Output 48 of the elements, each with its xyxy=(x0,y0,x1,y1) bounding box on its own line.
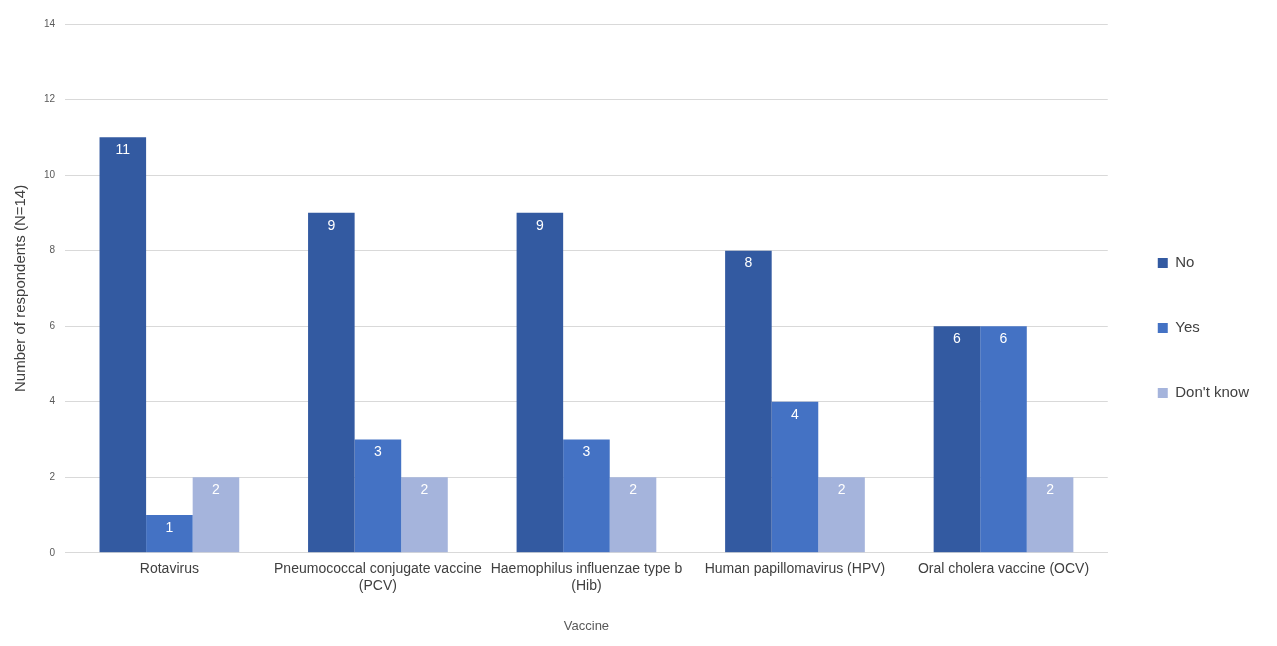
data-label: 9 xyxy=(327,216,336,233)
x-tick-label: Pneumococcal conjugate vaccine (PCV) xyxy=(274,560,483,593)
legend-label: Don't know xyxy=(1175,383,1250,401)
y-tick-label: 0 xyxy=(49,546,56,558)
data-label: 9 xyxy=(535,216,544,233)
data-label: 2 xyxy=(1046,481,1055,498)
bar xyxy=(1026,477,1074,553)
bar xyxy=(771,401,819,553)
bar xyxy=(192,477,240,553)
bar xyxy=(99,137,147,553)
x-axis-title: Vaccine xyxy=(563,617,610,633)
data-label: 2 xyxy=(837,481,846,498)
bar xyxy=(401,477,448,553)
data-label: 8 xyxy=(744,254,753,271)
y-tick-label: 6 xyxy=(49,319,56,331)
bar xyxy=(146,515,193,553)
y-tick-label: 14 xyxy=(44,17,56,29)
data-label: 6 xyxy=(999,330,1008,347)
bar xyxy=(609,477,657,553)
data-label: 2 xyxy=(629,481,638,498)
y-tick-label: 10 xyxy=(44,168,56,180)
data-label: 3 xyxy=(582,443,591,460)
y-tick-label: 8 xyxy=(49,244,56,256)
bar xyxy=(516,212,564,553)
x-tick-label: Rotavirus xyxy=(139,560,199,577)
data-label: 3 xyxy=(374,443,383,460)
x-tick-label: Oral cholera vaccine (OCV) xyxy=(917,560,1090,577)
y-axis-title: Number of respondents (N=14) xyxy=(11,184,29,392)
legend-label: Yes xyxy=(1175,318,1200,336)
bar xyxy=(933,326,981,553)
bar xyxy=(308,212,355,553)
bar xyxy=(980,326,1027,553)
x-tick-label: Human papillomavirus (HPV) xyxy=(704,560,886,577)
y-tick-label: 12 xyxy=(44,93,56,105)
data-label: 1 xyxy=(165,518,174,535)
bar xyxy=(725,250,772,553)
data-label: 2 xyxy=(212,481,221,498)
bar xyxy=(818,477,865,553)
data-label: 11 xyxy=(115,141,131,158)
bar xyxy=(563,439,610,553)
y-tick-label: 4 xyxy=(49,395,56,407)
data-label: 6 xyxy=(953,330,962,347)
bar xyxy=(354,439,402,553)
y-tick-label: 2 xyxy=(49,471,56,483)
legend-label: No xyxy=(1175,253,1195,271)
data-label: 2 xyxy=(420,481,429,498)
x-tick-label: Haemophilus influenzae type b (Hib) xyxy=(490,560,683,593)
data-label: 4 xyxy=(791,405,800,422)
